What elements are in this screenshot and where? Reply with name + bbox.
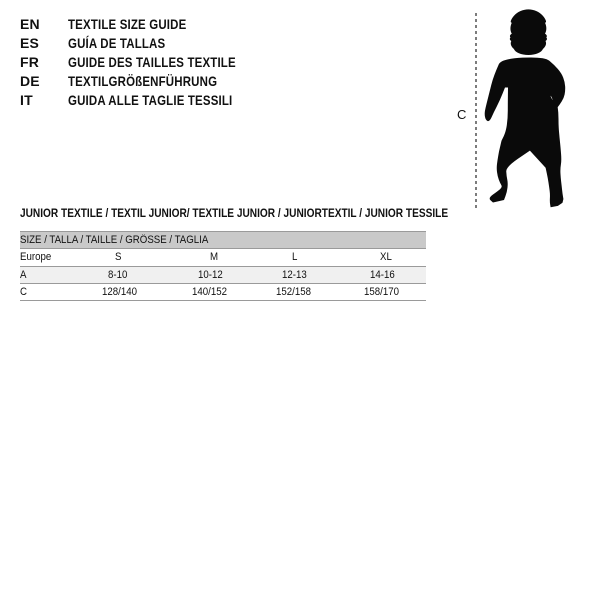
svg-text:C: C — [457, 107, 466, 122]
